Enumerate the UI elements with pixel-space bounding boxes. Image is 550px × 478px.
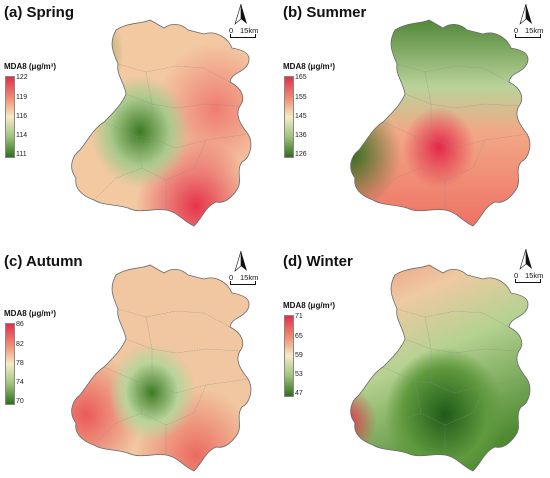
colorbar-tick: 155 — [295, 94, 307, 101]
scale-distance: 15km — [240, 273, 259, 282]
panel-title: (b) Summer — [283, 4, 367, 21]
colorbar-tick: 59 — [295, 352, 303, 359]
map-spring — [71, 19, 252, 227]
colorbar-tick: 126 — [295, 151, 307, 158]
panel-title: (c) Autumn — [4, 253, 83, 270]
legend-title: MDA8 (μg/m³) — [4, 309, 56, 318]
colorbar-tick: 119 — [16, 94, 28, 101]
colorbar-tick: 145 — [295, 113, 307, 120]
map-summer — [350, 19, 531, 227]
map-winter — [350, 264, 531, 472]
panel-winter: (d) Winter MDA8 (μg/m³) 71 65 59 53 47 0… — [279, 239, 550, 477]
north-arrow-icon — [234, 251, 247, 272]
panel-autumn: (c) Autumn MDA8 (μg/m³) 86 82 78 74 70 0… — [0, 239, 275, 477]
panel-title: (a) Spring — [4, 4, 74, 21]
panel-summer: (b) Summer MDA8 (μg/m³) 165 155 145 136 … — [279, 0, 550, 238]
colorbar — [284, 76, 294, 158]
colorbar-tick: 82 — [16, 341, 24, 348]
legend-title: MDA8 (μg/m³) — [4, 62, 56, 71]
colorbar-tick: 86 — [16, 321, 24, 328]
scale-zero: 0 — [514, 271, 519, 280]
colorbar-tick: 53 — [295, 371, 303, 378]
colorbar-tick: 165 — [295, 74, 307, 81]
colorbar-tick: 116 — [16, 113, 28, 120]
scale-bar — [515, 34, 541, 38]
north-arrow-icon — [234, 4, 247, 25]
panel-title: (d) Winter — [283, 253, 353, 270]
scale-zero: 0 — [229, 26, 234, 35]
north-arrow-icon — [519, 4, 532, 25]
colorbar-tick: 114 — [16, 132, 28, 139]
colorbar-tick: 111 — [16, 151, 27, 158]
scale-distance: 15km — [240, 26, 259, 35]
legend-title: MDA8 (μg/m³) — [283, 62, 335, 71]
scale-bar — [230, 281, 256, 285]
north-arrow-icon — [519, 249, 532, 270]
legend-title: MDA8 (μg/m³) — [283, 301, 335, 310]
colorbar-tick: 122 — [16, 74, 28, 81]
colorbar — [284, 315, 294, 397]
colorbar-tick: 70 — [16, 398, 24, 405]
scale-bar — [230, 34, 256, 38]
colorbar-tick: 65 — [295, 333, 303, 340]
map-autumn — [71, 264, 252, 472]
colorbar — [5, 323, 15, 405]
scale-zero: 0 — [229, 273, 234, 282]
scale-distance: 15km — [525, 26, 544, 35]
panel-spring: (a) Spring MDA8 (μg/m³) 122 119 116 114 … — [0, 0, 275, 238]
colorbar-tick: 78 — [16, 360, 24, 367]
colorbar-tick: 71 — [295, 313, 303, 320]
scale-distance: 15km — [525, 271, 544, 280]
colorbar-tick: 74 — [16, 379, 24, 386]
colorbar-tick: 136 — [295, 132, 307, 139]
scale-bar — [515, 279, 541, 283]
colorbar-tick: 47 — [295, 390, 303, 397]
scale-zero: 0 — [514, 26, 519, 35]
colorbar — [5, 76, 15, 158]
